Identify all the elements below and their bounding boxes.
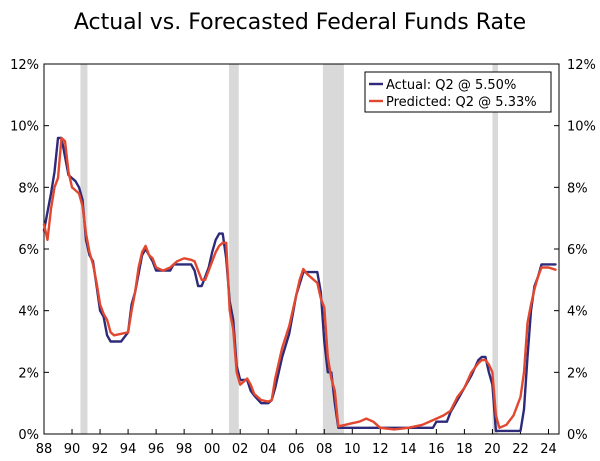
legend-box: [364, 71, 552, 113]
recession-band-3: [322, 64, 344, 434]
y-tick-label-right-6: 6%: [567, 243, 588, 258]
x-tick-label-90: 90: [64, 442, 81, 457]
legend-label-predicted: Predicted: Q2 @ 5.33%: [386, 95, 537, 110]
x-tick-label-04: 04: [260, 442, 277, 457]
x-tick-label-02: 02: [232, 442, 249, 457]
y-tick-label-left-12: 12%: [10, 58, 39, 73]
y-tick-label-right-8: 8%: [567, 181, 588, 196]
y-tick-label-left-10: 10%: [10, 120, 39, 135]
x-tick-label-94: 94: [120, 442, 137, 457]
x-tick-label-18: 18: [456, 442, 473, 457]
x-tick-label-20: 20: [484, 442, 501, 457]
x-tick-label-92: 92: [92, 442, 109, 457]
chart-title: Actual vs. Forecasted Federal Funds Rate: [73, 10, 527, 35]
series-line-predicted: [42, 136, 557, 431]
legend-label-actual: Actual: Q2 @ 5.50%: [386, 78, 516, 93]
y-tick-label-right-12: 12%: [567, 58, 596, 73]
x-tick-label-14: 14: [400, 442, 417, 457]
recession-band-1: [80, 64, 88, 434]
recession-band-2: [228, 64, 239, 434]
x-tick-label-98: 98: [176, 442, 193, 457]
series-line-actual: [42, 136, 557, 433]
y-tick-label-left-0: 0%: [18, 428, 39, 443]
y-tick-label-left-8: 8%: [18, 181, 39, 196]
x-tick-label-22: 22: [512, 442, 529, 457]
y-tick-label-left-4: 4%: [18, 305, 39, 320]
x-tick-label-00: 00: [204, 442, 221, 457]
x-tick-label-08: 08: [316, 442, 333, 457]
x-tick-label-24: 24: [540, 442, 557, 457]
y-tick-label-left-6: 6%: [18, 243, 39, 258]
y-tick-label-right-10: 10%: [567, 120, 596, 135]
x-tick-label-88: 88: [36, 442, 53, 457]
x-tick-label-16: 16: [428, 442, 445, 457]
x-tick-label-10: 10: [344, 442, 361, 457]
plot-frame: [43, 63, 560, 435]
y-tick-label-right-4: 4%: [567, 305, 588, 320]
y-tick-label-left-2: 2%: [18, 366, 39, 381]
x-tick-label-12: 12: [372, 442, 389, 457]
x-tick-label-06: 06: [288, 442, 305, 457]
y-tick-label-right-2: 2%: [567, 366, 588, 381]
recession-band-4: [492, 64, 499, 434]
x-tick-label-96: 96: [148, 442, 165, 457]
y-tick-label-right-0: 0%: [567, 428, 588, 443]
